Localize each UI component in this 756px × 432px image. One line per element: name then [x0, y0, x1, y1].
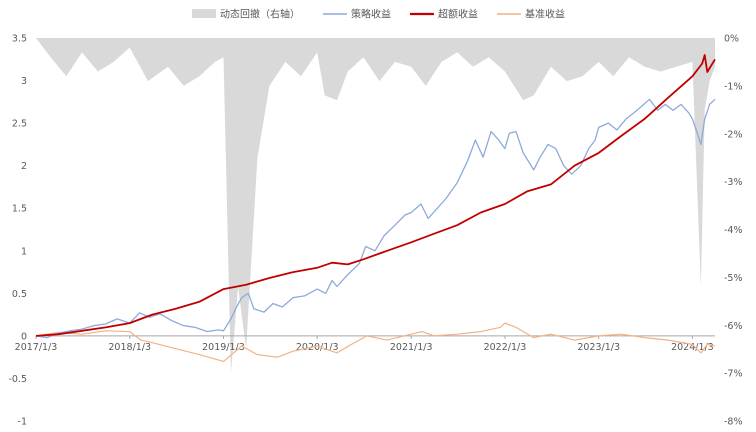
- drawdown-area: [36, 38, 715, 374]
- chart-legend: 动态回撤（右轴） 策略收益 超额收益 基准收益: [192, 8, 565, 21]
- x-tick-label: 2020/1/3: [296, 342, 339, 353]
- x-tick-label: 2017/1/3: [15, 342, 58, 353]
- y-left-tick-label: 2.5: [12, 119, 27, 130]
- x-tick-label: 2019/1/3: [202, 342, 245, 353]
- y-left-tick-label: 1: [21, 246, 27, 257]
- legend-label-strategy: 策略收益: [351, 8, 391, 21]
- y-right-tick-label: -1%: [724, 81, 743, 92]
- y-right-tick-label: -5%: [724, 273, 743, 284]
- series-lines-layer: [35, 54, 716, 362]
- y-left-tick-label: -1: [18, 417, 27, 428]
- excess-line: [35, 54, 716, 337]
- y-right-tick-label: -2%: [724, 129, 743, 140]
- y-right-tick-label: -4%: [724, 225, 743, 236]
- legend-swatch-drawdown: [192, 9, 216, 18]
- y-left-tick-label: 1.5: [12, 204, 27, 215]
- strategy-line: [35, 98, 716, 339]
- y-right-tick-label: -7%: [724, 369, 743, 380]
- y-left-tick-label: 3: [21, 76, 27, 87]
- drawdown-area-layer: [36, 38, 715, 374]
- x-tick-label: 2021/1/3: [390, 342, 433, 353]
- legend-label-drawdown: 动态回撤（右轴）: [220, 8, 300, 21]
- y-right-tick-label: -3%: [724, 177, 743, 188]
- y-left-tick-label: -0.5: [8, 374, 27, 385]
- y-right-tick-label: -6%: [724, 321, 743, 332]
- y-left-tick-label: 2: [21, 161, 27, 172]
- x-tick-label: 2018/1/3: [108, 342, 151, 353]
- y-left-tick-label: 0.5: [12, 289, 27, 300]
- x-tick-label: 2024/1/3: [671, 342, 714, 353]
- y-right-tick-label: -8%: [724, 417, 743, 428]
- x-tick-label: 2022/1/3: [484, 342, 527, 353]
- legend-label-excess: 超额收益: [438, 8, 478, 21]
- benchmark-line: [35, 322, 716, 362]
- legend-label-benchmark: 基准收益: [525, 8, 565, 21]
- y-left-tick-label: 0: [21, 331, 27, 342]
- y-left-tick-label: 3.5: [12, 34, 27, 45]
- x-tick-label: 2023/1/3: [577, 342, 620, 353]
- axes-layer: 3.5 3 2.5 2 1.5 1 0.5 0 -0.5 -1 0% -1% -2% -3% -4% -5% -…: [8, 34, 742, 428]
- y-right-tick-label: 0%: [724, 34, 739, 45]
